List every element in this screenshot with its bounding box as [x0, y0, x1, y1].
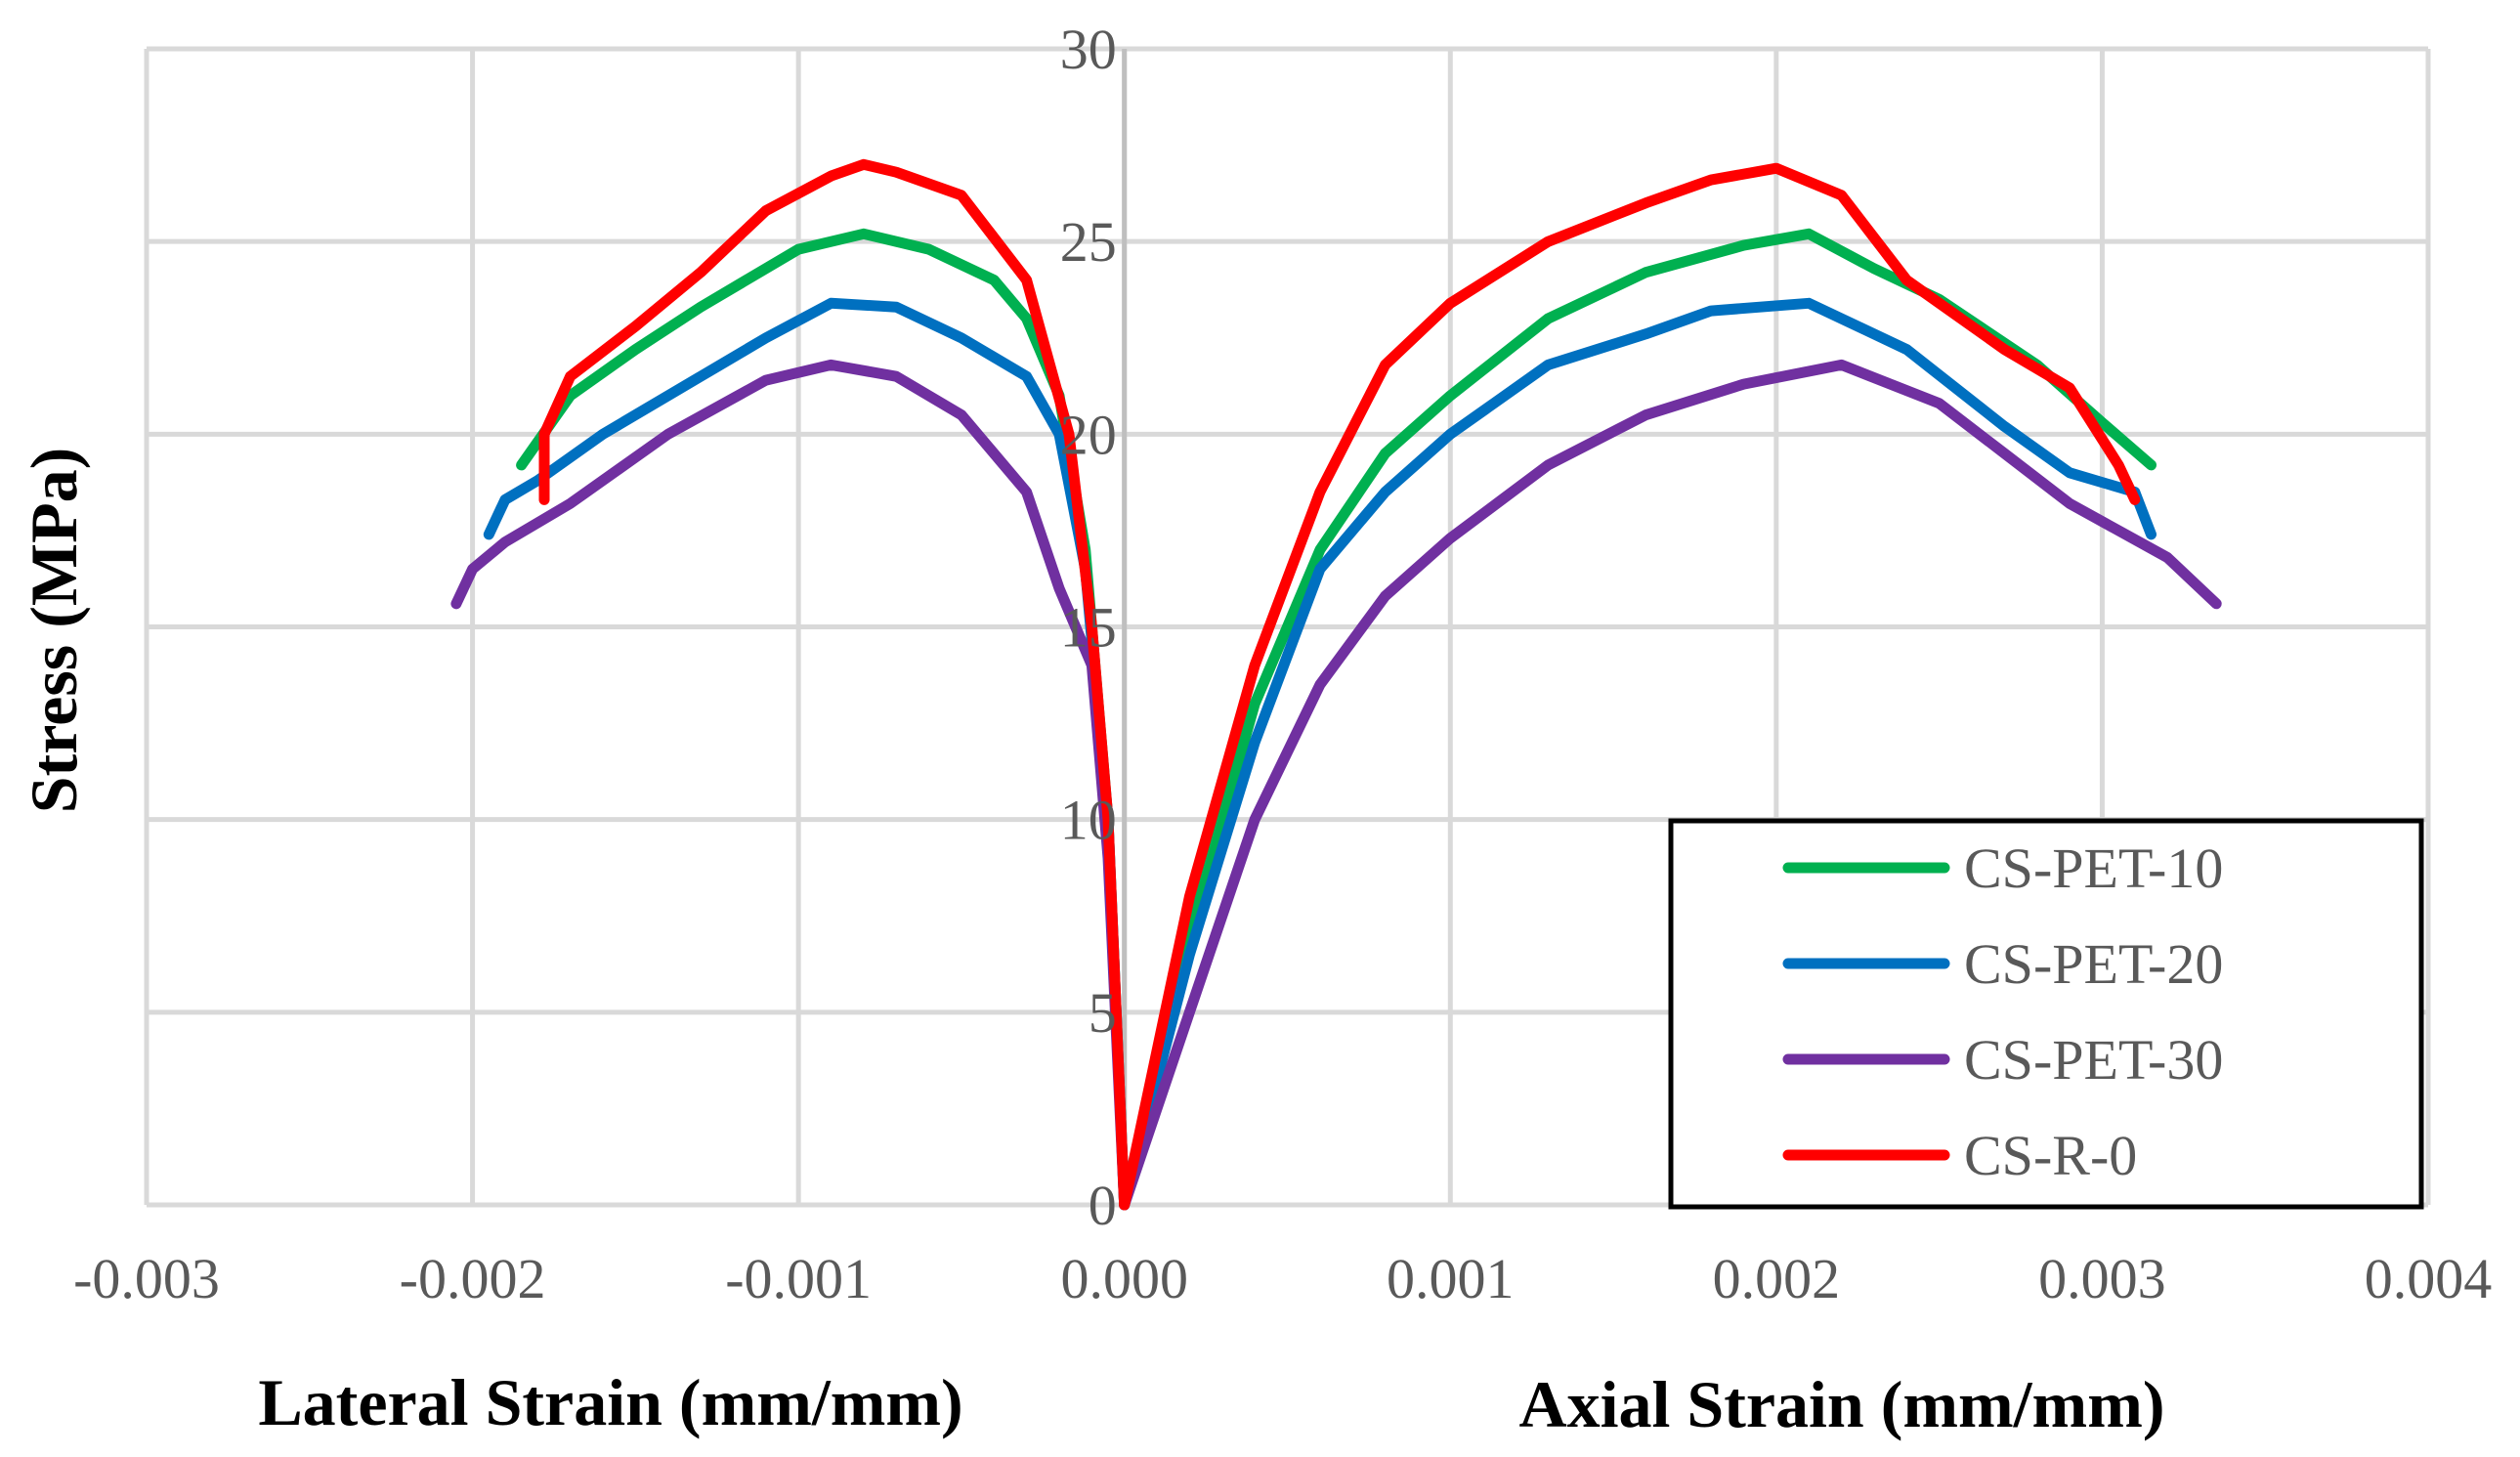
- legend: CS-PET-10 CS-PET-20 CS-PET-30 CS-R-0: [1668, 818, 2424, 1210]
- y-tick-label: 15: [1060, 596, 1117, 660]
- x-tick-label: 0.001: [1387, 1247, 1515, 1310]
- legend-label: CS-PET-30: [1964, 1028, 2223, 1092]
- x-tick-label: -0.003: [73, 1247, 220, 1310]
- y-tick-label: 0: [1089, 1174, 1117, 1237]
- series-line-cs-pet-30-lateral: [450, 359, 1131, 1211]
- x-tick-labels: -0.003 -0.002 -0.001 0.000 0.001 0.002 0.003 0.…: [73, 1247, 2492, 1310]
- series-line-cs-pet-20-axial: [1119, 297, 2157, 1211]
- series-line-cs-pet-20-lateral: [483, 297, 1131, 1211]
- x-tick-label: 0.000: [1060, 1247, 1188, 1310]
- x-tick-label: 0.002: [1713, 1247, 1841, 1310]
- x-tick-label: 0.004: [2365, 1247, 2493, 1310]
- legend-label: CS-PET-20: [1964, 932, 2223, 996]
- y-axis-title: Stress (MPa): [17, 448, 91, 814]
- legend-box: [1668, 818, 2424, 1210]
- legend-label: CS-R-0: [1964, 1124, 2137, 1187]
- y-tick-labels: 0 5 10 15 20 25 30: [1060, 18, 1117, 1237]
- series-group: [450, 158, 2222, 1211]
- x-axis-title-axial: Axial Strain (mm/mm): [1518, 1367, 2164, 1441]
- x-tick-label: -0.001: [725, 1247, 872, 1310]
- series-line-cs-r-0-axial: [1119, 162, 2141, 1211]
- y-tick-label: 20: [1060, 403, 1117, 466]
- y-tick-label: 30: [1060, 18, 1117, 81]
- y-tick-label: 5: [1089, 981, 1117, 1045]
- x-tick-label: -0.002: [400, 1247, 546, 1310]
- legend-label: CS-PET-10: [1964, 836, 2223, 900]
- series-line-cs-pet-30-axial: [1119, 359, 2222, 1211]
- series-line-cs-r-0-lateral: [538, 158, 1131, 1211]
- x-axis-title-lateral: Lateral Strain (mm/mm): [258, 1365, 962, 1439]
- y-tick-label: 10: [1060, 789, 1117, 852]
- x-tick-label: 0.003: [2038, 1247, 2166, 1310]
- y-tick-label: 25: [1060, 210, 1117, 274]
